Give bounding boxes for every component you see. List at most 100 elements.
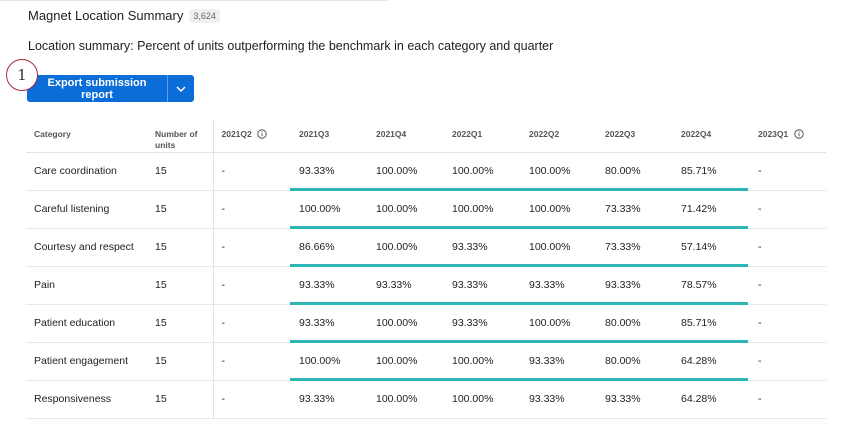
table-row: Patient engagement 15-100.00% 100.00% 100.0…: [26, 342, 826, 381]
column-header-quarter[interactable]: 2023Q1: [750, 120, 826, 153]
value-text: 93.33%: [452, 279, 488, 291]
value-text: 100.00%: [376, 393, 418, 405]
value-cell: 100.00%: [290, 342, 748, 381]
value-cell: 80.00%: [597, 152, 673, 191]
value-text: -: [221, 279, 226, 291]
value-text: -: [758, 355, 762, 367]
value-text: 100.00%: [376, 165, 418, 177]
value-text: -: [221, 355, 226, 367]
table-row: Care coordination 15-93.33% 100.00% 100.00%…: [26, 152, 826, 191]
column-header-category[interactable]: Category: [26, 120, 147, 153]
info-icon[interactable]: [257, 129, 267, 139]
value-cell: -: [213, 342, 291, 381]
value-text: 100.00%: [299, 355, 341, 367]
value-text: 80.00%: [605, 165, 641, 177]
value-cell: 93.33%: [368, 266, 444, 305]
value-cell: -: [750, 152, 826, 191]
value-text: 93.33%: [376, 279, 412, 291]
widget-header: Magnet Location Summary 3,624: [28, 8, 220, 23]
value-cell: 93.33%: [291, 380, 368, 419]
widget-subtitle: Location summary: Percent of units outpe…: [28, 39, 554, 53]
value-cell: 93.33%: [444, 304, 521, 343]
location-summary-table: Category Number of units 2021Q2 2021Q3 2…: [26, 120, 826, 419]
value-text: -: [758, 317, 762, 329]
value-cell: 100.00%: [521, 152, 597, 191]
value-cell: -: [213, 228, 291, 267]
value-text: -: [758, 393, 762, 405]
category-cell: Careful listening: [26, 190, 147, 229]
value-cell: -: [213, 304, 291, 343]
value-cell: -: [213, 152, 291, 191]
value-cell: 85.71%: [673, 152, 750, 191]
category-cell: Pain: [26, 266, 147, 305]
value-text: -: [221, 203, 226, 215]
value-text: 93.33%: [529, 355, 565, 367]
quarter-label: 2023Q1: [758, 129, 789, 139]
value-cell: 100.00%: [368, 342, 444, 381]
value-cell: -: [750, 380, 826, 419]
value-cell: 86.66%: [290, 228, 748, 267]
value-cell: 64.28%: [673, 342, 750, 381]
value-text: -: [221, 393, 226, 405]
value-text: 73.33%: [605, 203, 641, 215]
value-cell: 100.00%: [521, 228, 597, 267]
table-row: Patient education 15-93.33% 100.00% 93.33% 1…: [26, 304, 826, 343]
value-text: 100.00%: [529, 203, 571, 215]
quarter-label: 2021Q2: [221, 129, 252, 139]
value-text: -: [758, 165, 762, 177]
value-cell: 93.33%: [444, 228, 521, 267]
value-cell: -: [750, 342, 826, 381]
table-body: Care coordination 15-93.33% 100.00% 100.00%…: [26, 152, 826, 419]
value-text: 100.00%: [299, 203, 341, 215]
value-cell: 93.33%: [290, 152, 748, 191]
value-text: 93.33%: [299, 393, 335, 405]
value-cell: 73.33%: [597, 228, 673, 267]
value-text: 73.33%: [605, 241, 641, 253]
column-header-quarter[interactable]: 2022Q2: [521, 120, 597, 153]
value-text: 93.33%: [605, 393, 641, 405]
value-text: 57.14%: [681, 241, 717, 253]
value-cell: 93.33%: [444, 266, 521, 305]
value-cell: 80.00%: [597, 304, 673, 343]
value-cell: -: [750, 266, 826, 305]
category-cell: Patient engagement: [26, 342, 147, 381]
value-cell: 93.33%: [597, 380, 673, 419]
column-header-quarter[interactable]: 2021Q4: [368, 120, 444, 153]
units-header-line2: units: [155, 140, 176, 150]
top-divider: [0, 0, 388, 1]
units-cell: 15: [147, 304, 214, 343]
value-cell: 100.00%: [290, 190, 748, 229]
value-cell: 100.00%: [444, 342, 521, 381]
export-submission-report-button[interactable]: Export submission report: [27, 75, 167, 102]
value-cell: 64.28%: [673, 380, 750, 419]
value-text: 85.71%: [681, 165, 717, 177]
value-text: 64.28%: [681, 393, 717, 405]
info-icon[interactable]: [793, 129, 804, 139]
units-cell: 15: [147, 152, 214, 191]
value-cell: 100.00%: [368, 228, 444, 267]
units-cell: 15: [147, 380, 214, 419]
value-text: 100.00%: [376, 355, 418, 367]
value-cell: 93.33%: [521, 380, 597, 419]
value-text: 93.33%: [299, 279, 335, 291]
column-header-quarter[interactable]: 2022Q1: [444, 120, 521, 153]
units-header-line1: Number of: [155, 129, 198, 139]
column-header-quarter[interactable]: 2022Q4: [673, 120, 750, 153]
value-cell: 100.00%: [368, 190, 444, 229]
value-cell: 80.00%: [597, 342, 673, 381]
value-text: 100.00%: [529, 241, 571, 253]
value-cell: 100.00%: [368, 152, 444, 191]
table-header-row: Category Number of units 2021Q2 2021Q3 2…: [26, 120, 826, 153]
column-header-quarter[interactable]: 2022Q3: [597, 120, 673, 153]
step-number-badge: 1: [6, 59, 38, 91]
category-cell: Courtesy and respect: [26, 228, 147, 267]
value-cell: -: [750, 228, 826, 267]
export-dropdown-button[interactable]: [167, 75, 194, 102]
chevron-down-icon: [176, 85, 186, 92]
value-cell: 73.33%: [597, 190, 673, 229]
column-header-quarter[interactable]: 2021Q2: [213, 120, 291, 153]
units-cell: 15: [147, 266, 214, 305]
column-header-units[interactable]: Number of units: [147, 120, 214, 153]
column-header-quarter[interactable]: 2021Q3: [291, 120, 368, 153]
value-cell: 93.33%: [521, 342, 597, 381]
